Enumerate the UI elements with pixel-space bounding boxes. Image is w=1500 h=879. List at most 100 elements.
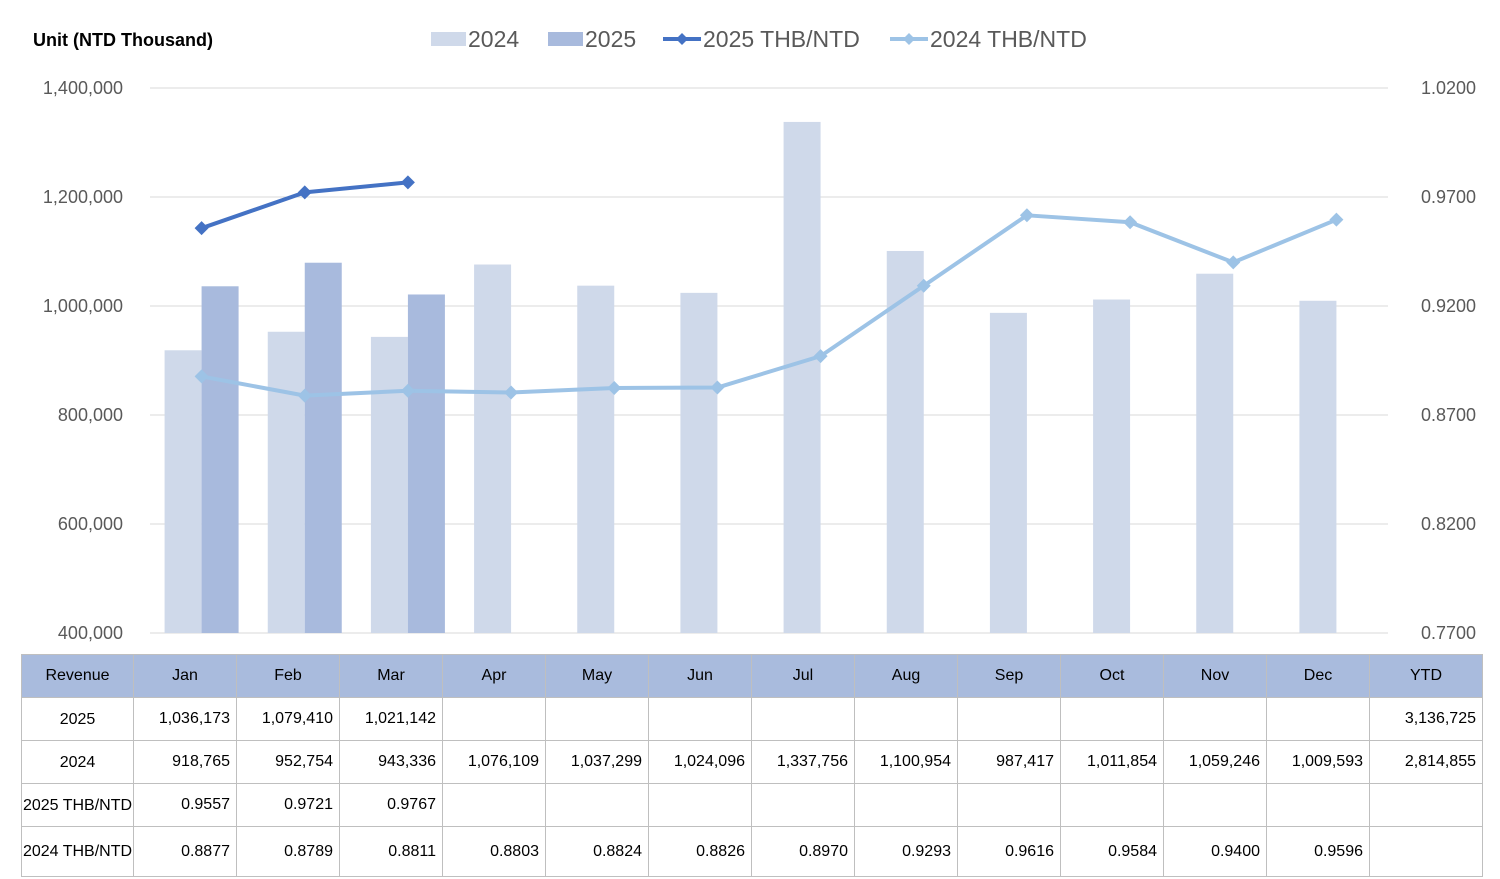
table-cell: 1,009,593 bbox=[1266, 740, 1370, 784]
line-2024-thb-ntd bbox=[201, 213, 1338, 398]
table-cell: 0.8826 bbox=[648, 826, 752, 877]
table-cell bbox=[1369, 826, 1483, 877]
table-cell: 952,754 bbox=[236, 740, 340, 784]
table-header-aug: Aug bbox=[854, 654, 958, 698]
table-cell bbox=[957, 783, 1061, 827]
table-header-ytd: YTD bbox=[1369, 654, 1483, 698]
revenue-table: Revenue Jan Feb Mar Apr May Jun Jul Aug Sep Oct Nov… bbox=[21, 654, 1483, 877]
y-axis-left-tick-label: 1,000,000 bbox=[43, 296, 123, 316]
table-cell: 3,136,725 bbox=[1369, 697, 1483, 741]
table-header-oct: Oct bbox=[1060, 654, 1164, 698]
table-row: 2025 1,036,173 1,079,410 1,021,142 3,136,725 bbox=[21, 697, 1483, 741]
y-axis-left-tick-label: 400,000 bbox=[58, 623, 123, 643]
y-axis-left-tick-label: 800,000 bbox=[58, 405, 123, 425]
table-cell: 1,059,246 bbox=[1163, 740, 1267, 784]
point-2024-thb-ntd bbox=[1329, 212, 1344, 227]
legend-swatch-2024 bbox=[431, 32, 466, 46]
y-axis-right-tick-label: 0.8700 bbox=[1421, 405, 1476, 425]
y-axis-right-tick-label: 1.0200 bbox=[1421, 78, 1476, 98]
bar-2025-mar bbox=[407, 294, 445, 633]
table-cell: 0.9293 bbox=[854, 826, 958, 877]
table-row-label: 2025 THB/NTD bbox=[21, 783, 134, 827]
bar-2024-feb bbox=[267, 331, 305, 633]
table-cell bbox=[751, 783, 855, 827]
table-cell: 0.9596 bbox=[1266, 826, 1370, 877]
table-cell: 0.9557 bbox=[133, 783, 237, 827]
y-axis-right-tick-label: 0.7700 bbox=[1421, 623, 1476, 643]
table-header-nov: Nov bbox=[1163, 654, 1267, 698]
table-cell: 1,076,109 bbox=[442, 740, 546, 784]
legend-line-2025-rate bbox=[663, 32, 701, 46]
bar-2024-may bbox=[577, 285, 615, 633]
table-cell: 1,011,854 bbox=[1060, 740, 1164, 784]
table-cell: 0.8811 bbox=[339, 826, 443, 877]
point-2024-thb-ntd bbox=[400, 383, 415, 398]
point-2025-thb-ntd bbox=[194, 221, 209, 236]
table-cell bbox=[1060, 697, 1164, 741]
table-cell bbox=[1266, 783, 1370, 827]
table-cell: 0.8877 bbox=[133, 826, 237, 877]
legend-item-2024-bar: 2024 bbox=[431, 24, 519, 54]
bar-2024-dec bbox=[1299, 300, 1337, 633]
bar-2024-oct bbox=[1093, 299, 1131, 633]
legend-label-2025-rate: 2025 THB/NTD bbox=[703, 25, 860, 52]
bar-2024-jan bbox=[164, 350, 202, 633]
y-axis-right-tick-label: 0.8200 bbox=[1421, 514, 1476, 534]
table-cell bbox=[751, 697, 855, 741]
legend-label-2024-rate: 2024 THB/NTD bbox=[930, 25, 1087, 52]
table-cell bbox=[854, 697, 958, 741]
table-row-label: 2024 THB/NTD bbox=[21, 826, 134, 877]
legend-item-2025-bar: 2025 bbox=[548, 24, 636, 54]
point-2024-thb-ntd bbox=[297, 388, 312, 403]
point-2024-thb-ntd bbox=[607, 380, 622, 395]
table-row: 2024 918,765 952,754 943,336 1,076,109 1,037,… bbox=[21, 740, 1483, 784]
table-cell: 1,036,173 bbox=[133, 697, 237, 741]
table-header-may: May bbox=[545, 654, 649, 698]
table-header-jul: Jul bbox=[751, 654, 855, 698]
point-2025-thb-ntd bbox=[400, 175, 415, 190]
table-row-label: 2025 bbox=[21, 697, 134, 741]
bar-2024-mar bbox=[370, 336, 408, 633]
point-2024-thb-ntd bbox=[1123, 215, 1138, 230]
point-2024-thb-ntd bbox=[710, 380, 725, 395]
legend-line-2024-rate bbox=[890, 32, 928, 46]
unit-label: Unit (NTD Thousand) bbox=[33, 30, 213, 50]
point-2024-thb-ntd bbox=[1226, 255, 1241, 270]
table-cell: 1,100,954 bbox=[854, 740, 958, 784]
table-header-row: Revenue Jan Feb Mar Apr May Jun Jul Aug Sep Oct Nov… bbox=[21, 654, 1483, 698]
y-axis-left-tick-label: 1,400,000 bbox=[43, 78, 123, 98]
combo-chart: 400,000 600,000 800,000 1,000,000 1,200,000 1… bbox=[43, 78, 1476, 643]
point-2024-thb-ntd bbox=[504, 385, 519, 400]
table-cell: 0.8803 bbox=[442, 826, 546, 877]
legend-item-2024-rate: 2024 THB/NTD bbox=[890, 24, 1087, 54]
table-cell bbox=[442, 697, 546, 741]
table-cell: 1,337,756 bbox=[751, 740, 855, 784]
point-2024-thb-ntd bbox=[813, 349, 828, 364]
table-cell: 943,336 bbox=[339, 740, 443, 784]
table-cell bbox=[1060, 783, 1164, 827]
bar-2025-feb bbox=[304, 262, 342, 633]
bar-2024-jun bbox=[680, 292, 718, 633]
table-header-jan: Jan bbox=[133, 654, 237, 698]
table-cell: 0.8789 bbox=[236, 826, 340, 877]
table-header-feb: Feb bbox=[236, 654, 340, 698]
table-cell bbox=[1163, 697, 1267, 741]
table-cell: 0.8970 bbox=[751, 826, 855, 877]
y-axis-left-tick-label: 1,200,000 bbox=[43, 187, 123, 207]
table-cell: 0.8824 bbox=[545, 826, 649, 877]
legend-swatch-2025 bbox=[548, 32, 583, 46]
table-cell: 0.9584 bbox=[1060, 826, 1164, 877]
table-header-apr: Apr bbox=[442, 654, 546, 698]
table-header-label: Revenue bbox=[21, 654, 134, 698]
table-cell: 1,037,299 bbox=[545, 740, 649, 784]
bar-2024-apr bbox=[474, 264, 512, 633]
point-2024-thb-ntd bbox=[1019, 208, 1034, 223]
table-cell bbox=[1266, 697, 1370, 741]
table-cell: 1,079,410 bbox=[236, 697, 340, 741]
legend-item-2025-rate: 2025 THB/NTD bbox=[663, 24, 860, 54]
table-row-label: 2024 bbox=[21, 740, 134, 784]
y-axis-left-tick-label: 600,000 bbox=[58, 514, 123, 534]
table-cell: 1,021,142 bbox=[339, 697, 443, 741]
table-header-dec: Dec bbox=[1266, 654, 1370, 698]
point-2025-thb-ntd bbox=[297, 185, 312, 200]
